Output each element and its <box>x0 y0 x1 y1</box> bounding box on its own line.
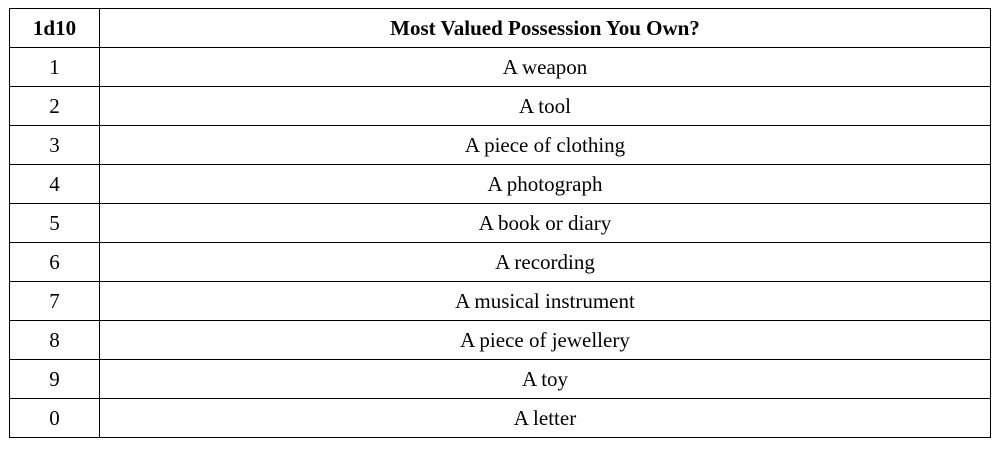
result-cell: A piece of clothing <box>99 125 991 165</box>
roll-cell: 3 <box>9 125 100 165</box>
table-row: 3 A piece of clothing <box>9 125 991 165</box>
table-row: 6 A recording <box>9 242 991 282</box>
roll-cell: 9 <box>9 359 100 399</box>
roll-cell: 1 <box>9 47 100 87</box>
table-header-row: 1d10 Most Valued Possession You Own? <box>9 8 991 48</box>
result-cell: A letter <box>99 398 991 438</box>
result-cell: A piece of jewellery <box>99 320 991 360</box>
table-row: 8 A piece of jewellery <box>9 320 991 360</box>
table-row: 9 A toy <box>9 359 991 399</box>
table-row: 0 A letter <box>9 398 991 438</box>
roll-cell: 6 <box>9 242 100 282</box>
result-cell: A recording <box>99 242 991 282</box>
roll-cell: 0 <box>9 398 100 438</box>
roll-cell: 7 <box>9 281 100 321</box>
table-row: 1 A weapon <box>9 47 991 87</box>
table-row: 2 A tool <box>9 86 991 126</box>
result-cell: A tool <box>99 86 991 126</box>
roll-cell: 8 <box>9 320 100 360</box>
table-row: 5 A book or diary <box>9 203 991 243</box>
result-cell: A weapon <box>99 47 991 87</box>
result-cell: A toy <box>99 359 991 399</box>
roll-cell: 4 <box>9 164 100 204</box>
result-cell: A book or diary <box>99 203 991 243</box>
die-column-header: 1d10 <box>9 8 100 48</box>
possession-column-header: Most Valued Possession You Own? <box>99 8 991 48</box>
possession-table: 1d10 Most Valued Possession You Own? 1 A… <box>9 8 991 438</box>
table-row: 7 A musical instrument <box>9 281 991 321</box>
result-cell: A musical instrument <box>99 281 991 321</box>
result-cell: A photograph <box>99 164 991 204</box>
roll-cell: 2 <box>9 86 100 126</box>
table-row: 4 A photograph <box>9 164 991 204</box>
roll-cell: 5 <box>9 203 100 243</box>
